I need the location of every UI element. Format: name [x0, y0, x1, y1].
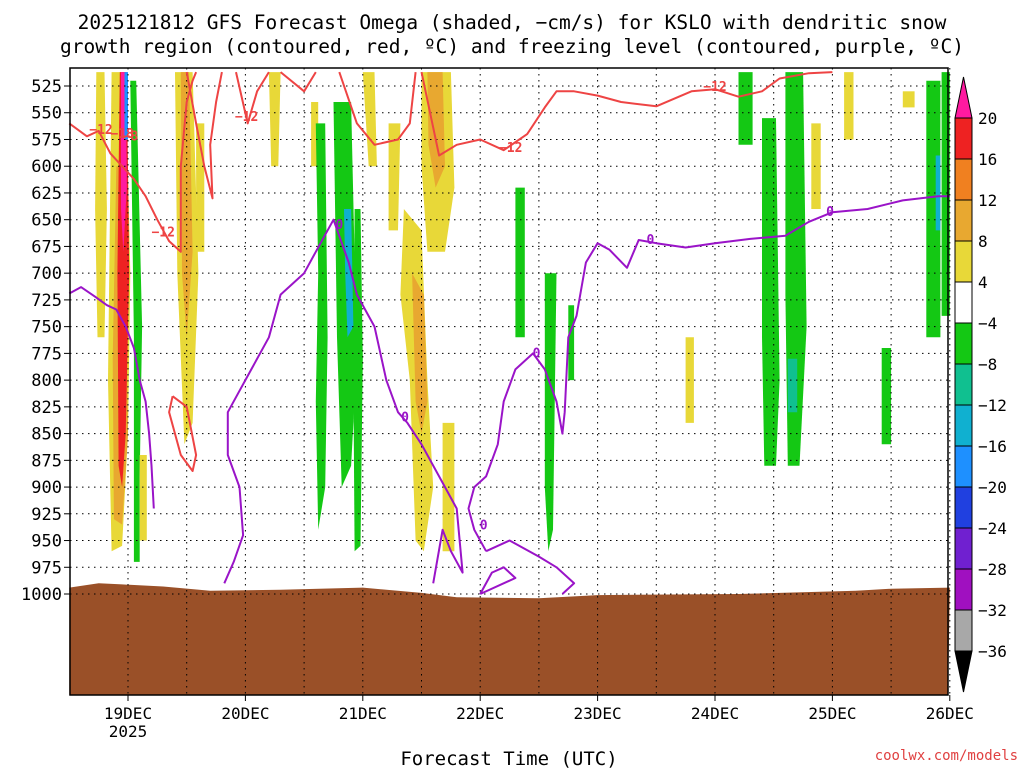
colorbar-swatch-3 [954, 240, 973, 283]
y-tick-label-3: 600 [31, 157, 62, 177]
colorbar-label-10: −24 [978, 519, 1007, 538]
colorbar-swatch-5 [954, 322, 973, 365]
y-tick-label-19: 1000 [21, 585, 62, 605]
y-tick-label-14: 875 [31, 451, 62, 471]
colorbar-swatch-8 [954, 445, 973, 488]
colorbar-swatch-10 [954, 527, 973, 570]
red-contour-label-6: −12 [703, 80, 726, 95]
purple-contour-label-5: 0 [826, 205, 834, 220]
y-tick-label-12: 825 [31, 398, 62, 418]
x-tick-label-7: 26DEC [926, 704, 974, 723]
colorbar-label-4: 4 [978, 273, 988, 292]
colorbar-label-1: 16 [978, 150, 997, 169]
colorbar-top-arrow [954, 76, 973, 119]
y-tick-label-6: 675 [31, 237, 62, 257]
y-tick-label-1: 550 [31, 104, 62, 124]
y-tick-label-17: 950 [31, 532, 62, 552]
red-contour-label-0: −12 [89, 123, 112, 138]
colorbar-swatch-2 [954, 199, 973, 242]
colorbar-swatch-0 [954, 117, 973, 160]
red-contour-label-3: −12 [151, 226, 174, 241]
purple-contour-label-3: 0 [533, 346, 541, 361]
colorbar-label-12: −32 [978, 601, 1007, 620]
x-tick-label-0: 19DEC [104, 704, 152, 723]
y-tick-label-9: 750 [31, 318, 62, 338]
x-tick-label-3: 22DEC [456, 704, 504, 723]
colorbar-swatch-4 [954, 281, 973, 324]
colorbar-label-0: 20 [978, 109, 997, 128]
y-tick-label-0: 525 [31, 77, 62, 97]
colorbar-swatch-11 [954, 568, 973, 611]
omega-shading [95, 72, 950, 562]
x-tick-label-2: 21DEC [339, 704, 387, 723]
purple-contour-label-1: 0 [401, 411, 409, 426]
x-tick-sublabel-0: 2025 [109, 722, 148, 741]
colorbar-swatch-1 [954, 158, 973, 201]
credit-text: coolwx.com/models [875, 748, 1018, 764]
colorbar-label-8: −16 [978, 437, 1007, 456]
chart-title-line2: growth region (contoured, red, ºC) and f… [60, 35, 964, 58]
red-contour-label-2: −8 [123, 129, 139, 144]
terrain-fill [69, 583, 950, 695]
colorbar-bottom-arrow [954, 650, 973, 693]
plot-frame [69, 67, 949, 696]
x-tick-label-4: 23DEC [574, 704, 622, 723]
colorbar-label-2: 12 [978, 191, 997, 210]
colorbar-swatch-9 [954, 486, 973, 529]
y-tick-label-2: 575 [31, 130, 62, 150]
purple-contour-label-2: 0 [480, 519, 488, 534]
y-tick-label-5: 650 [31, 211, 62, 231]
y-tick-label-18: 975 [31, 558, 62, 578]
purple-contour-label-4: 0 [647, 233, 655, 248]
colorbar-label-6: −8 [978, 355, 997, 374]
y-tick-label-10: 775 [31, 344, 62, 364]
y-tick-label-13: 850 [31, 425, 62, 445]
colorbar-label-7: −12 [978, 396, 1007, 415]
colorbar-label-3: 8 [978, 232, 988, 251]
purple-contour-label-0: 0 [335, 218, 343, 233]
chart-title-line1: 2025121812 GFS Forecast Omega (shaded, −… [78, 11, 947, 34]
colorbar-label-11: −28 [978, 560, 1007, 579]
colorbar-label-13: −36 [978, 642, 1007, 661]
y-tick-label-11: 800 [31, 371, 62, 391]
y-tick-label-15: 900 [31, 478, 62, 498]
y-axis: 525 550 575 600 625 650 675 700 725 750 775 800 825 8… [21, 77, 70, 605]
x-tick-label-6: 25DEC [808, 704, 856, 723]
series-line-0 [68, 286, 155, 509]
y-tick-label-7: 700 [31, 264, 62, 284]
contour-lines [68, 71, 950, 595]
colorbar-swatch-7 [954, 404, 973, 447]
colorbar-swatch-6 [954, 363, 973, 406]
colorbar: 20 16 12 8 4 −4 −8 −12 −16 −20 −24 −28 −32 −36 [954, 76, 1007, 693]
y-tick-label-8: 725 [31, 291, 62, 311]
x-axis-label: Forecast Time (UTC) [400, 748, 617, 768]
colorbar-swatch-12 [954, 609, 973, 652]
red-contour-label-1: −18 [110, 127, 134, 142]
colorbar-label-9: −20 [978, 478, 1007, 497]
red-contour-label-4: −12 [235, 110, 258, 125]
colorbar-label-5: −4 [978, 314, 997, 333]
x-tick-label-5: 24DEC [691, 704, 739, 723]
red-contour-label-5: −12 [499, 141, 522, 156]
x-tick-label-1: 20DEC [221, 704, 269, 723]
y-tick-label-4: 625 [31, 184, 62, 204]
y-tick-label-16: 925 [31, 505, 62, 525]
